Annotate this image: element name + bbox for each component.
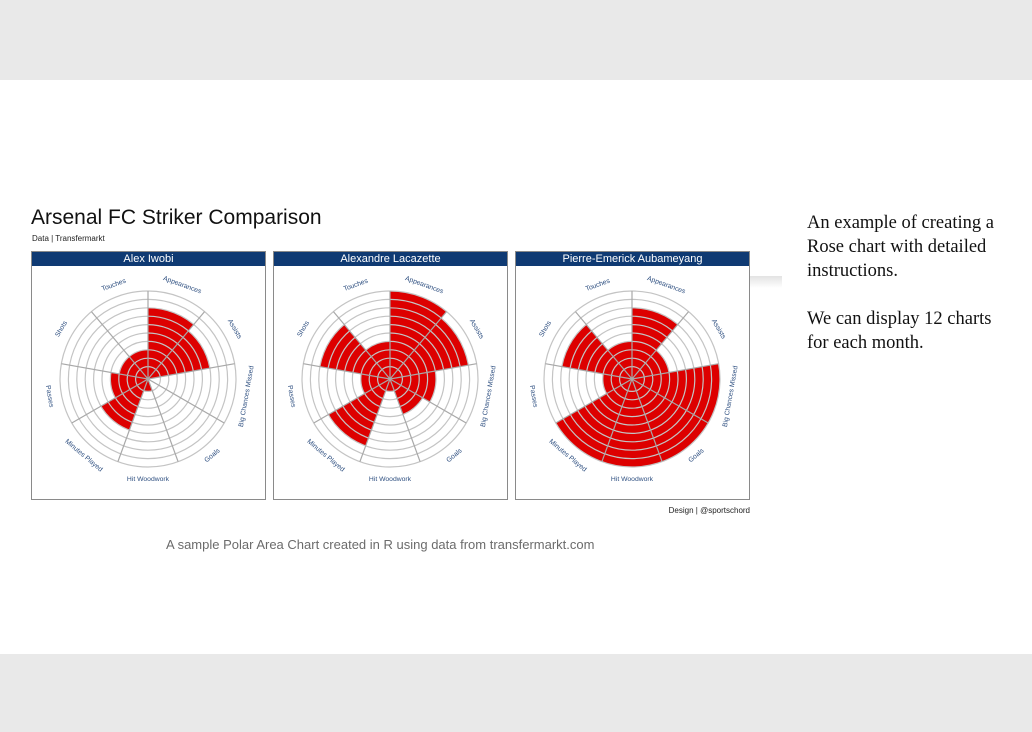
rose-bar-minutes-played [555,379,632,462]
panel-title: Alex Iwobi [32,252,265,266]
rose-bar-hit-woodwork [385,379,395,392]
grid-spoke [389,311,448,380]
rose-bar-goals [632,379,709,462]
category-label: Goals [203,447,222,464]
panel-title: Pierre-Emerick Aubameyang [516,252,749,266]
panel-lacazette: Alexandre Lacazette Appearances Assists Bi… [273,251,508,500]
rose-bar-touches [129,349,148,379]
rose-bar-passes [110,372,148,398]
grid-spoke [117,378,149,462]
grid-spoke [631,363,719,380]
category-label: Goals [445,447,464,464]
grid-spoke [631,378,663,462]
category-label: Shots [296,319,311,338]
category-label: Big Chances Missed [238,365,256,427]
category-label: Big Chances Missed [722,365,740,427]
rose-bar-assists [148,330,210,379]
rose-bar-minutes-played [100,379,148,431]
rose-chart-figure: Arsenal FC Striker Comparison Data | Tra… [30,200,755,520]
grid-spoke [631,378,709,424]
design-credit: Design | @sportschord [668,506,750,515]
grid-spoke [147,363,235,380]
grid-spoke [545,363,633,380]
side-paragraph-2: We can display 12 charts for each month. [807,309,992,353]
grid-spoke [147,378,179,462]
grid-spoke [555,378,633,424]
category-label: Minutes Played [63,438,103,473]
category-label: Appearances [646,275,687,295]
grid-spoke [601,378,633,462]
category-label: Passes [528,385,539,409]
side-description: An example of creating a Rose chart with… [807,211,1017,379]
grid-spoke [332,311,391,380]
category-label: Shots [538,319,553,338]
category-label: Appearances [162,275,203,295]
panel-title: Alexandre Lacazette [274,252,507,266]
rose-bar-passes [360,373,390,394]
panel-aubameyang: Pierre-Emerick Aubameyang Appearances Ass… [515,251,750,500]
rose-bar-assists [390,318,469,379]
category-label: Shots [54,319,69,338]
rose-chart-lacazette: Appearances Assists Big Chances Missed Goal… [286,275,498,483]
grid-spoke [71,378,149,424]
figure-source: Data | Transfermarkt [32,234,105,243]
image-caption: A sample Polar Area Chart created in R u… [166,537,595,552]
grid-spoke [147,311,206,380]
category-label: Appearances [404,275,445,295]
grid-spoke [389,363,477,380]
panel-iwobi: Alex Iwobi Appearances Assists Big Chances… [31,251,266,500]
rose-bar-hit-woodwork [601,379,663,467]
rose-chart-iwobi: Appearances Assists Big Chances Missed Goal… [44,275,256,483]
category-label: Touches [101,277,128,292]
rose-chart-aubameyang: Appearances Assists Big Chances Missed Goal… [528,275,740,483]
grid-spoke [631,311,690,380]
category-label: Assists [710,318,727,341]
grid-spoke [90,311,149,380]
category-label: Hit Woodwork [127,476,170,483]
category-label: Passes [286,385,297,409]
slide: Arsenal FC Striker Comparison Data | Tra… [0,80,1032,654]
rose-bar-passes [602,373,632,394]
category-label: Hit Woodwork [611,476,654,483]
grid-spoke [389,378,467,424]
grid-spoke [303,363,391,380]
grid-spoke [313,378,391,424]
grid-spoke [359,378,391,462]
grid-spoke [389,378,421,462]
category-label: Big Chances Missed [480,365,498,427]
rose-bar-hit-woodwork [143,379,153,392]
category-label: Goals [687,447,706,464]
category-label: Assists [468,318,485,341]
category-label: Touches [343,277,370,292]
category-label: Minutes Played [305,438,345,473]
category-label: Passes [44,385,55,409]
rose-bar-appearances [390,291,447,379]
grid-spoke [147,378,225,424]
category-label: Hit Woodwork [369,476,412,483]
category-label: Assists [226,318,243,341]
grid-spoke [61,363,149,380]
rose-bar-shots [119,356,148,379]
grid-spoke [574,311,633,380]
category-label: Touches [585,277,612,292]
figure-title: Arsenal FC Striker Comparison [31,206,322,229]
side-paragraph-1: An example of creating a Rose chart with… [807,213,994,281]
